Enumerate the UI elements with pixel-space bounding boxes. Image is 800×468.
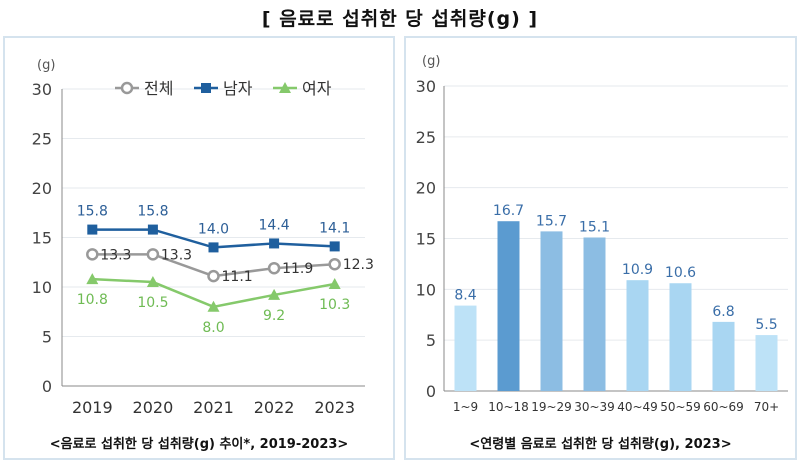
y-tick-label: 10 [416, 280, 436, 299]
x-tick-label: 19~29 [531, 400, 572, 414]
x-tick-label: 2022 [254, 398, 295, 417]
bar-value-label: 15.1 [579, 219, 610, 235]
bar-30~39 [583, 237, 606, 391]
legend-item-female: 여자 [273, 79, 332, 98]
legend-label: 여자 [302, 79, 332, 98]
male-data-label: 14.0 [198, 221, 229, 237]
female-point [268, 288, 281, 300]
age-bar-chart-panel: (g) 0 5 10 15 20 25 30 8.4 1~9 16.7 10~18 15.7 19~29 1… [404, 36, 797, 460]
total-point [328, 257, 341, 271]
bar-1~9 [454, 305, 477, 391]
x-tick-label: 2023 [314, 398, 355, 417]
y-tick-label: 25 [416, 128, 436, 147]
page-title: [ 음료로 섭취한 당 섭취량(g) ] [261, 8, 539, 30]
legend-marker [120, 81, 134, 95]
y-tick-label: 0 [42, 377, 52, 396]
x-tick-label: 40~49 [617, 400, 658, 414]
age-chart-caption: <연령별 음료로 섭취한 당 섭취량(g), 2023> [469, 437, 732, 452]
y-tick-label: 5 [426, 331, 436, 350]
legend-marker [279, 82, 291, 93]
x-tick-label: 2019 [72, 398, 113, 417]
female-point [207, 300, 220, 312]
female-data-label: 10.8 [77, 292, 108, 308]
female-point [86, 273, 99, 285]
male-point [269, 238, 280, 249]
bar-value-label: 16.7 [493, 203, 524, 219]
trend-line-chart-panel: (g) 0 5 10 15 20 25 30 2019 2020 2021 2022 2023 13.3 1… [3, 36, 395, 460]
legend-marker [201, 83, 211, 93]
x-tick-label: 50~59 [660, 400, 701, 414]
female-data-label: 10.3 [319, 297, 350, 313]
x-tick-label: 30~39 [574, 400, 615, 414]
trend-line-chart: (g) 0 5 10 15 20 25 30 2019 2020 2021 2022 2023 13.3 1… [32, 58, 374, 417]
x-tick-label: 60~69 [703, 400, 744, 414]
total-data-label: 11.9 [282, 261, 313, 277]
male-data-label: 15.8 [137, 204, 168, 220]
female-point [146, 276, 159, 288]
male-point [329, 241, 340, 252]
age-bar-chart: (g) 0 5 10 15 20 25 30 8.4 1~9 16.7 10~18 15.7 19~29 1… [416, 54, 788, 414]
bar-value-label: 8.4 [454, 288, 476, 304]
x-tick-label: 70+ [754, 400, 779, 414]
male-point [208, 242, 219, 253]
x-tick-label: 2021 [193, 398, 234, 417]
y-tick-label: 15 [32, 229, 52, 248]
total-data-label: 13.3 [161, 247, 192, 263]
bar-19~29 [540, 231, 563, 391]
bar-value-label: 5.5 [755, 317, 777, 333]
y-tick-label: 30 [416, 77, 436, 96]
y-tick-label: 20 [32, 179, 52, 198]
x-tick-label: 10~18 [488, 400, 529, 414]
y-tick-label: 25 [32, 130, 52, 149]
female-point [328, 278, 341, 290]
total-data-label: 12.3 [343, 257, 374, 273]
y-tick-label: 0 [426, 382, 436, 401]
total-point [146, 248, 160, 261]
total-data-label: 13.3 [100, 247, 131, 263]
y-unit-label: (g) [37, 58, 55, 73]
bar-50~59 [669, 283, 692, 391]
bar-value-label: 10.9 [622, 262, 653, 278]
y-tick-label: 5 [42, 328, 52, 347]
legend-item-male: 남자 [194, 79, 253, 98]
bar-value-label: 10.6 [665, 265, 696, 281]
bar-10~18 [497, 221, 520, 391]
x-tick-label: 2020 [133, 398, 174, 417]
bar-60~69 [712, 321, 735, 391]
legend-item-total: 전체 [115, 79, 173, 98]
total-point [207, 269, 220, 283]
y-tick-label: 10 [32, 278, 52, 297]
bar-value-label: 6.8 [712, 304, 734, 320]
bar-40~49 [626, 280, 649, 391]
trend-chart-caption: <음료로 섭취한 당 섭취량(g) 추이*, 2019-2023> [49, 437, 349, 452]
bar-70+ [755, 335, 778, 391]
y-unit-label: (g) [422, 54, 440, 69]
male-point [147, 224, 158, 235]
y-tick-label: 15 [416, 230, 436, 249]
legend-label: 남자 [223, 79, 253, 98]
male-data-label: 15.8 [77, 204, 108, 220]
x-tick-label: 1~9 [453, 400, 478, 414]
female-data-label: 8.0 [202, 320, 224, 336]
y-tick-label: 20 [416, 179, 436, 198]
y-tick-label: 30 [32, 80, 52, 99]
male-point [87, 224, 98, 235]
female-data-label: 9.2 [263, 308, 285, 324]
total-data-label: 11.1 [222, 269, 253, 285]
male-data-label: 14.4 [259, 217, 290, 233]
total-point [267, 261, 281, 275]
legend-label: 전체 [144, 79, 173, 98]
male-data-label: 14.1 [319, 220, 350, 236]
total-point [86, 248, 99, 261]
bar-value-label: 15.7 [536, 213, 567, 229]
female-data-label: 10.5 [137, 295, 168, 311]
